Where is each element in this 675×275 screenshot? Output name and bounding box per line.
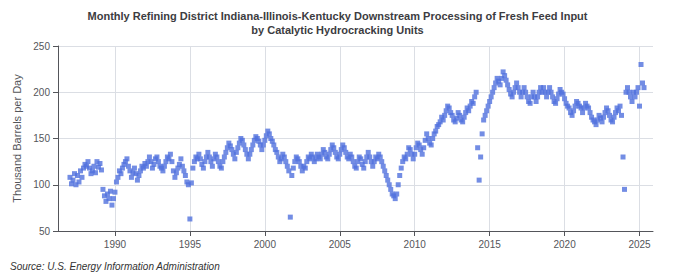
- svg-text:2025: 2025: [628, 239, 651, 250]
- svg-text:250: 250: [33, 41, 50, 52]
- svg-text:2020: 2020: [553, 239, 576, 250]
- svg-text:2005: 2005: [329, 239, 352, 250]
- svg-text:2010: 2010: [404, 239, 427, 250]
- svg-text:150: 150: [33, 133, 50, 144]
- svg-text:1995: 1995: [179, 239, 202, 250]
- svg-text:2000: 2000: [254, 239, 277, 250]
- svg-text:100: 100: [33, 179, 50, 190]
- svg-text:Thousand Barrels per Day: Thousand Barrels per Day: [11, 74, 23, 203]
- svg-text:50: 50: [39, 226, 51, 237]
- svg-text:Source: U.S. Energy Informatio: Source: U.S. Energy Information Administ…: [10, 261, 220, 272]
- svg-text:Monthly Refining District Indi: Monthly Refining District Indiana-Illino…: [88, 10, 588, 22]
- svg-text:1990: 1990: [104, 239, 127, 250]
- svg-text:2015: 2015: [479, 239, 502, 250]
- svg-text:by Catalytic Hydrocracking Uni: by Catalytic Hydrocracking Units: [251, 24, 423, 36]
- svg-text:200: 200: [33, 87, 50, 98]
